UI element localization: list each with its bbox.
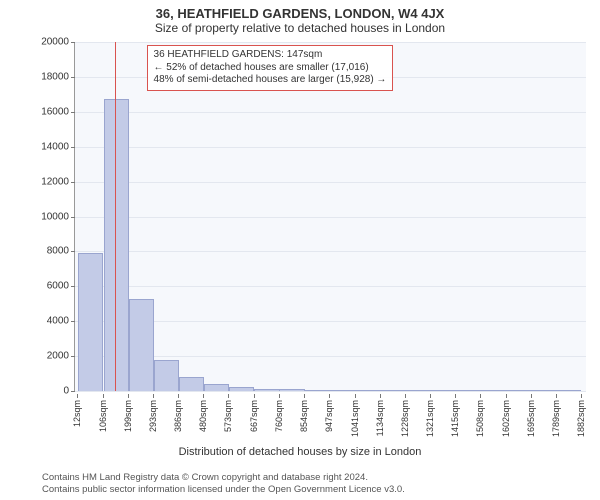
x-axis-label: Distribution of detached houses by size … [0,446,600,458]
ytick-label: 12000 [41,176,69,187]
ytick-label: 10000 [41,211,69,222]
x-ticks: 12sqm106sqm199sqm293sqm386sqm480sqm573sq… [74,394,586,424]
xtick-mark [480,394,481,398]
xtick-mark [455,394,456,398]
footer-line-2: Contains public sector information licen… [42,484,590,496]
annotation-box: 36 HEATHFIELD GARDENS: 147sqm← 52% of de… [147,45,394,91]
bar [254,389,279,391]
bar [78,253,103,391]
bar [104,99,129,391]
xtick-mark [531,394,532,398]
footer-line-1: Contains HM Land Registry data © Crown c… [42,472,590,484]
page-subtitle: Size of property relative to detached ho… [0,21,600,37]
xtick-label: 1695sqm [526,400,536,437]
xtick-label: 1041sqm [350,400,360,437]
ytick-label: 0 [63,386,69,397]
xtick-mark [304,394,305,398]
xtick-label: 947sqm [324,400,334,432]
ytick-label: 4000 [47,316,69,327]
xtick-mark [153,394,154,398]
xtick-label: 573sqm [223,400,233,432]
xtick-label: 386sqm [173,400,183,432]
annotation-line-1: 36 HEATHFIELD GARDENS: 147sqm [154,49,387,62]
xtick-label: 480sqm [198,400,208,432]
gridline [75,391,586,392]
xtick-mark [228,394,229,398]
annotation-line-2: ← 52% of detached houses are smaller (17… [154,62,387,75]
xtick-mark [355,394,356,398]
xtick-label: 1415sqm [450,400,460,437]
ytick-label: 20000 [41,37,69,48]
attribution-footer: Contains HM Land Registry data © Crown c… [42,472,590,496]
xtick-label: 854sqm [299,400,309,432]
marker-line [115,42,116,391]
xtick-mark [430,394,431,398]
ytick-label: 16000 [41,106,69,117]
bar [154,360,179,391]
bar [305,390,330,391]
bar [430,390,455,391]
xtick-label: 667sqm [249,400,259,432]
bar [129,299,154,391]
xtick-label: 199sqm [123,400,133,432]
xtick-label: 1789sqm [551,400,561,437]
xtick-mark [128,394,129,398]
bars-layer [75,42,586,391]
bar [179,377,204,391]
xtick-label: 12sqm [72,400,82,427]
xtick-label: 106sqm [98,400,108,432]
bar [481,390,506,391]
xtick-mark [203,394,204,398]
bar [229,387,254,391]
xtick-mark [77,394,78,398]
xtick-label: 1321sqm [425,400,435,437]
xtick-label: 1602sqm [501,400,511,437]
xtick-mark [279,394,280,398]
xtick-label: 1228sqm [400,400,410,437]
bar [330,390,355,391]
bar [405,390,430,391]
xtick-mark [581,394,582,398]
ytick-label: 18000 [41,71,69,82]
xtick-mark [380,394,381,398]
xtick-mark [506,394,507,398]
bar [556,390,581,391]
bar [456,390,481,391]
xtick-label: 293sqm [148,400,158,432]
ytick-label: 8000 [47,246,69,257]
xtick-label: 1134sqm [375,400,385,436]
ytick-label: 2000 [47,351,69,362]
annotation-line-3: 48% of semi-detached houses are larger (… [154,74,387,87]
bar [531,390,556,391]
xtick-mark [329,394,330,398]
ytick-label: 14000 [41,141,69,152]
xtick-mark [103,394,104,398]
xtick-mark [405,394,406,398]
chart-container: Number of detached properties 0200040006… [36,42,590,424]
bar [355,390,380,391]
xtick-mark [254,394,255,398]
xtick-mark [178,394,179,398]
bar [279,389,304,391]
page-title: 36, HEATHFIELD GARDENS, LONDON, W4 4JX [0,0,600,21]
ytick-label: 6000 [47,281,69,292]
bar [506,390,531,391]
plot-area: 0200040006000800010000120001400016000180… [74,42,586,392]
xtick-label: 760sqm [274,400,284,432]
xtick-label: 1508sqm [475,400,485,437]
bar [204,384,229,391]
xtick-mark [556,394,557,398]
ytick-mark [71,391,75,392]
xtick-label: 1882sqm [576,400,586,437]
bar [380,390,405,391]
